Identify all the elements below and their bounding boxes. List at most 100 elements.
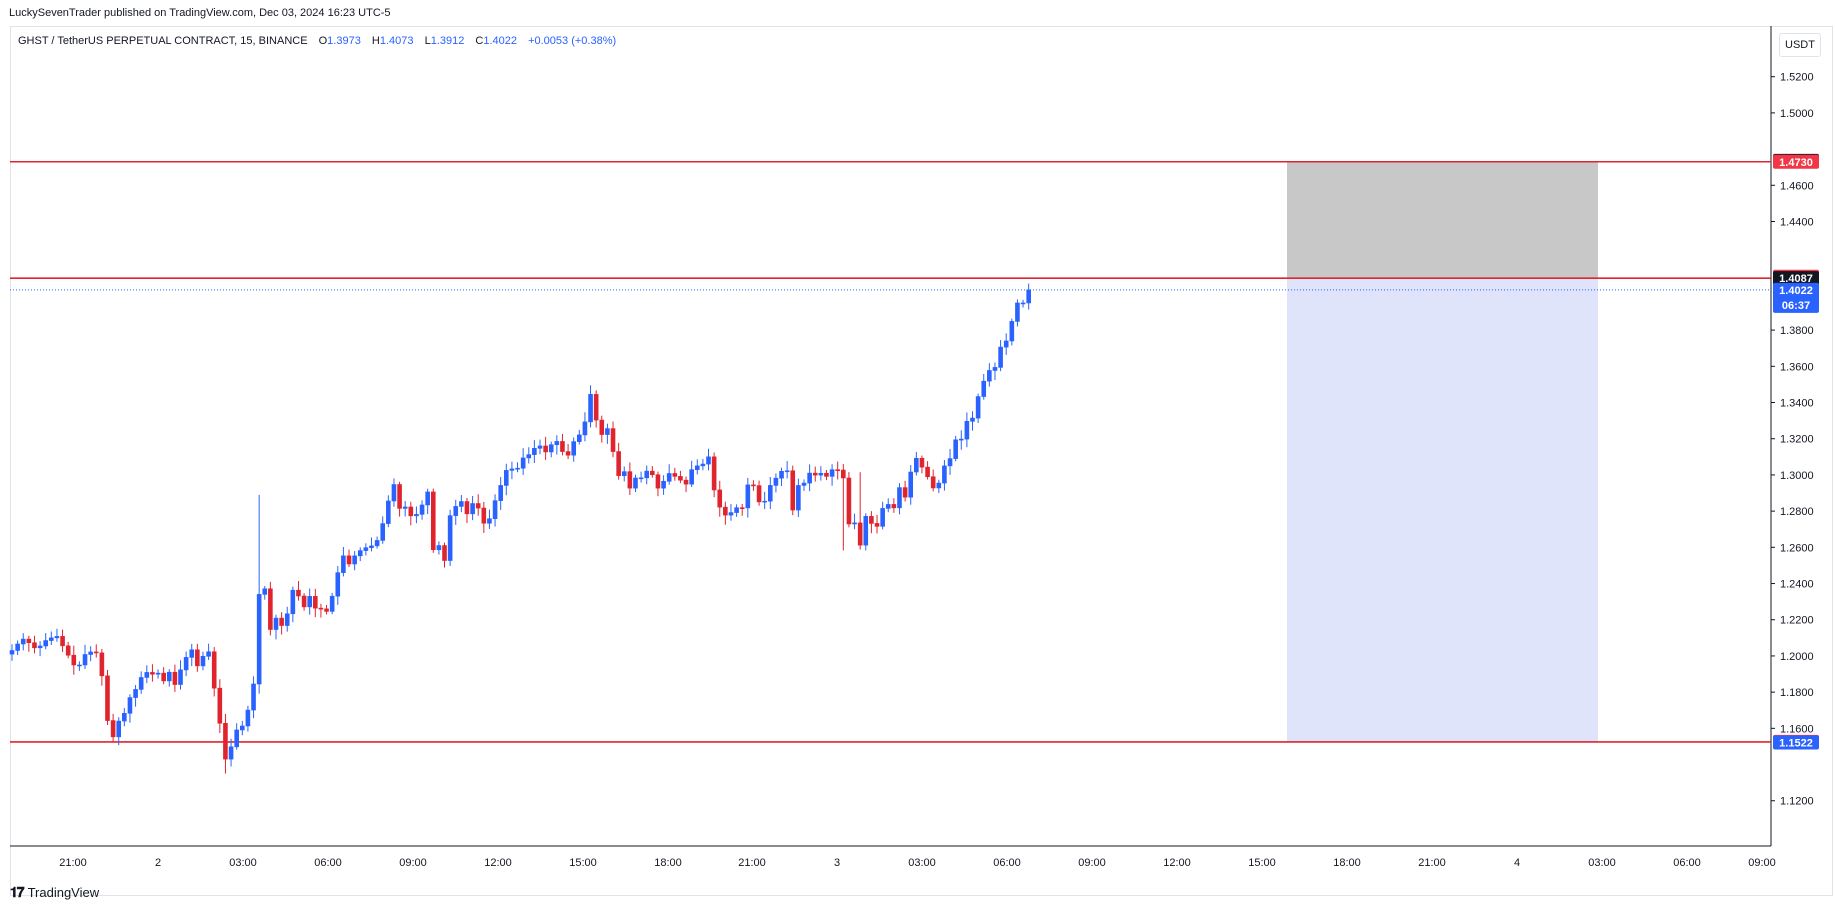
candle-body [436,545,442,550]
symbol-name[interactable]: GHST / TetherUS PERPETUAL CONTRACT, 15, … [18,35,308,47]
price-badge-label: 1.4022 [1779,285,1813,297]
candle [627,462,633,495]
y-tick-label: 1.2200 [1780,615,1814,627]
price-badge-label: 1.4087 [1779,273,1813,285]
candle [369,537,374,552]
x-tick-label: 18:00 [1333,857,1361,869]
candle [127,694,133,723]
candle-body [914,457,919,473]
candle-body [20,638,26,645]
candle [885,498,891,513]
candle [352,551,357,571]
horizontal-levels[interactable] [10,160,1771,743]
candle [442,542,447,568]
legend-open: O1.3973 [318,35,361,47]
candle-body [829,469,835,477]
candle [863,513,869,551]
candle [105,669,110,725]
x-tick-label: 06:00 [1673,857,1701,869]
candle-body [217,687,223,724]
candle-body [251,683,256,711]
candle-body [852,522,857,525]
y-tick-label: 1.1200 [1780,796,1814,808]
candle-body [897,487,902,509]
candle [520,448,526,475]
candle-body [419,504,425,515]
candle [526,447,532,464]
candle [116,717,122,746]
candle-body [374,540,380,547]
x-tick-label: 2 [155,857,161,869]
x-tick-label: 12:00 [484,857,512,869]
candle-body [414,514,419,517]
candle [503,463,509,496]
candle [998,340,1003,372]
candle-body [296,589,301,597]
candle [857,472,863,550]
candle-body [874,523,880,527]
currency-selector[interactable]: USDT [1779,33,1821,57]
candle-body [975,396,981,419]
candle [37,641,43,657]
candle-body [183,657,189,671]
candle-body [290,589,296,615]
candle [318,603,324,618]
candle-body [633,477,638,489]
candle [1009,318,1015,346]
legend-close: C1.4022 [475,35,518,47]
tradingview-logo-text: TradingView [27,885,100,900]
candle [666,464,672,485]
candle [987,363,992,387]
candle [419,500,425,520]
candle [82,644,88,670]
candle [925,461,930,480]
candle-body [1020,302,1026,305]
candle [543,436,548,460]
x-tick-label: 03:00 [1588,857,1616,869]
candle-body [616,451,621,476]
candle-body [621,471,627,476]
candle [661,475,666,495]
price-badge-label: 1.1522 [1779,737,1813,749]
y-tick-label: 1.4600 [1780,180,1814,192]
candle [9,644,15,661]
legend-low: L1.3912 [424,35,465,47]
x-tick-label: 4 [1514,857,1520,869]
y-tick-label: 1.2000 [1780,651,1814,663]
candle [161,667,166,685]
x-tick-label: 18:00 [654,857,682,869]
candle-body [958,438,964,441]
x-tick-label: 21:00 [59,857,87,869]
candle-body [953,439,958,459]
candle-body [256,594,262,685]
tradingview-logo[interactable]: 𝟏𝟕 TradingView [10,884,99,901]
position-zones[interactable] [1287,161,1598,742]
candle [296,581,301,601]
candle-body [773,477,779,486]
candle-body [846,477,852,525]
candle-body [520,457,526,469]
candle [745,477,751,518]
candle-body [88,651,93,655]
candle [408,501,414,526]
candle-body [767,485,773,502]
candle-body [947,458,953,467]
x-tick-label: 09:00 [1748,857,1776,869]
price-badge: 1.4087 [1773,271,1819,286]
candle-body [588,394,593,423]
candle [166,669,172,687]
candle [329,592,335,615]
candle-body [857,522,863,546]
candle [734,504,739,517]
candle [380,516,386,544]
candle [874,514,880,534]
candle-body [166,671,172,682]
candle-body [363,547,369,551]
candle [279,612,284,635]
candle [694,459,700,475]
price-badge-bg [1773,154,1819,169]
candle [711,452,717,498]
x-tick-label: 06:00 [314,857,342,869]
candle [908,465,914,505]
